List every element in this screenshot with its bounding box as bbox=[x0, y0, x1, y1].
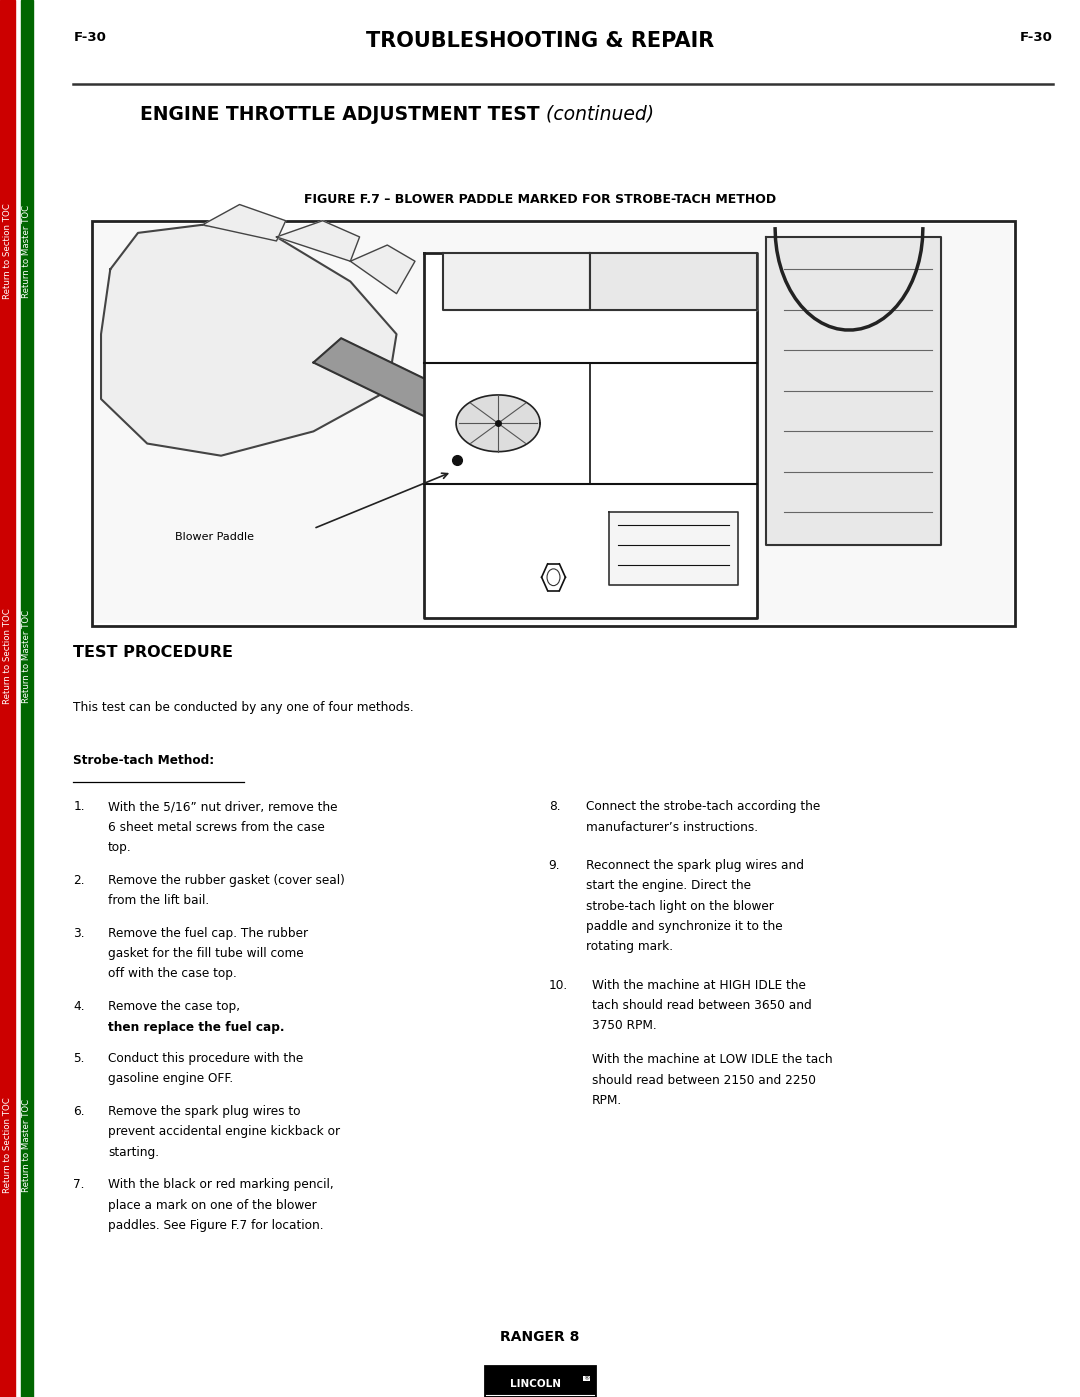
Text: from the lift bail.: from the lift bail. bbox=[108, 894, 210, 907]
Polygon shape bbox=[276, 221, 360, 261]
Text: rotating mark.: rotating mark. bbox=[586, 940, 674, 953]
Text: With the machine at LOW IDLE the tach: With the machine at LOW IDLE the tach bbox=[592, 1053, 833, 1066]
Polygon shape bbox=[456, 395, 540, 451]
Text: With the black or red marking pencil,: With the black or red marking pencil, bbox=[108, 1179, 334, 1192]
Text: With the machine at HIGH IDLE the: With the machine at HIGH IDLE the bbox=[592, 979, 806, 992]
Polygon shape bbox=[102, 225, 396, 455]
Text: manufacturer’s instructions.: manufacturer’s instructions. bbox=[586, 821, 758, 834]
Polygon shape bbox=[313, 338, 516, 447]
Text: off with the case top.: off with the case top. bbox=[108, 968, 237, 981]
Text: 3.: 3. bbox=[73, 928, 85, 940]
Text: Remove the fuel cap. The rubber: Remove the fuel cap. The rubber bbox=[108, 928, 308, 940]
Text: place a mark on one of the blower: place a mark on one of the blower bbox=[108, 1199, 316, 1211]
Text: Remove the spark plug wires to: Remove the spark plug wires to bbox=[108, 1105, 300, 1118]
Text: gasoline engine OFF.: gasoline engine OFF. bbox=[108, 1073, 233, 1085]
Text: LINCOLN: LINCOLN bbox=[510, 1379, 562, 1389]
Text: 5.: 5. bbox=[73, 1052, 85, 1065]
Text: prevent accidental engine kickback or: prevent accidental engine kickback or bbox=[108, 1126, 340, 1139]
Text: F-30: F-30 bbox=[1021, 31, 1053, 43]
Text: RPM.: RPM. bbox=[592, 1094, 622, 1106]
Text: Return to Section TOC: Return to Section TOC bbox=[3, 1098, 12, 1193]
FancyBboxPatch shape bbox=[94, 224, 1013, 623]
Bar bbox=[21, 0, 33, 1397]
Text: tach should read between 3650 and: tach should read between 3650 and bbox=[592, 999, 811, 1011]
Text: Conduct this procedure with the: Conduct this procedure with the bbox=[108, 1052, 303, 1065]
Text: paddles. See Figure F.7 for location.: paddles. See Figure F.7 for location. bbox=[108, 1220, 324, 1232]
FancyBboxPatch shape bbox=[92, 221, 1015, 626]
FancyBboxPatch shape bbox=[485, 1366, 595, 1397]
Polygon shape bbox=[489, 423, 544, 447]
Polygon shape bbox=[766, 237, 942, 545]
Bar bbox=[0, 0, 15, 1397]
Text: Connect the strobe-tach according the: Connect the strobe-tach according the bbox=[586, 800, 821, 813]
Text: Remove the case top,: Remove the case top, bbox=[108, 1000, 240, 1013]
Text: This test can be conducted by any one of four methods.: This test can be conducted by any one of… bbox=[73, 701, 414, 714]
Text: 8.: 8. bbox=[549, 800, 561, 813]
Text: (continued): (continued) bbox=[540, 105, 654, 124]
Text: With the 5/16” nut driver, remove the: With the 5/16” nut driver, remove the bbox=[108, 800, 337, 813]
Text: Return to Section TOC: Return to Section TOC bbox=[3, 204, 12, 299]
Text: 4.: 4. bbox=[73, 1000, 85, 1013]
Text: strobe-tach light on the blower: strobe-tach light on the blower bbox=[586, 900, 774, 912]
Text: should read between 2150 and 2250: should read between 2150 and 2250 bbox=[592, 1074, 815, 1087]
Text: starting.: starting. bbox=[108, 1146, 159, 1158]
Polygon shape bbox=[443, 253, 591, 310]
Polygon shape bbox=[424, 253, 757, 617]
Text: 6 sheet metal screws from the case: 6 sheet metal screws from the case bbox=[108, 821, 325, 834]
Text: F-30: F-30 bbox=[73, 31, 106, 43]
Text: start the engine. Direct the: start the engine. Direct the bbox=[586, 880, 752, 893]
Text: Return to Section TOC: Return to Section TOC bbox=[3, 609, 12, 704]
Text: Remove the rubber gasket (cover seal): Remove the rubber gasket (cover seal) bbox=[108, 875, 345, 887]
Text: 1.: 1. bbox=[73, 800, 85, 813]
Text: 9.: 9. bbox=[549, 859, 561, 872]
Text: gasket for the fill tube will come: gasket for the fill tube will come bbox=[108, 947, 303, 960]
Text: then replace the fuel cap.: then replace the fuel cap. bbox=[108, 1020, 284, 1034]
Polygon shape bbox=[350, 244, 415, 293]
Text: Reconnect the spark plug wires and: Reconnect the spark plug wires and bbox=[586, 859, 805, 872]
Text: TROUBLESHOOTING & REPAIR: TROUBLESHOOTING & REPAIR bbox=[366, 31, 714, 50]
Text: FIGURE F.7 – BLOWER PADDLE MARKED FOR STROBE-TACH METHOD: FIGURE F.7 – BLOWER PADDLE MARKED FOR ST… bbox=[303, 193, 777, 205]
Text: RANGER 8: RANGER 8 bbox=[500, 1330, 580, 1344]
Text: Strobe-tach Method:: Strobe-tach Method: bbox=[73, 754, 215, 767]
Polygon shape bbox=[591, 253, 757, 310]
Text: 3750 RPM.: 3750 RPM. bbox=[592, 1020, 657, 1032]
Polygon shape bbox=[203, 204, 286, 242]
Text: ®: ® bbox=[583, 1376, 590, 1382]
Circle shape bbox=[546, 569, 561, 585]
Text: 2.: 2. bbox=[73, 875, 85, 887]
Text: Return to Master TOC: Return to Master TOC bbox=[23, 205, 31, 298]
Text: 6.: 6. bbox=[73, 1105, 85, 1118]
Text: Return to Master TOC: Return to Master TOC bbox=[23, 610, 31, 703]
Text: 10.: 10. bbox=[549, 979, 568, 992]
Text: TEST PROCEDURE: TEST PROCEDURE bbox=[73, 645, 233, 661]
Polygon shape bbox=[609, 513, 738, 585]
Text: ENGINE THROTTLE ADJUSTMENT TEST: ENGINE THROTTLE ADJUSTMENT TEST bbox=[140, 105, 540, 124]
Text: Return to Master TOC: Return to Master TOC bbox=[23, 1099, 31, 1192]
Text: 7.: 7. bbox=[73, 1179, 85, 1192]
Text: top.: top. bbox=[108, 841, 132, 854]
Text: Blower Paddle: Blower Paddle bbox=[175, 532, 254, 542]
Text: paddle and synchronize it to the: paddle and synchronize it to the bbox=[586, 921, 783, 933]
